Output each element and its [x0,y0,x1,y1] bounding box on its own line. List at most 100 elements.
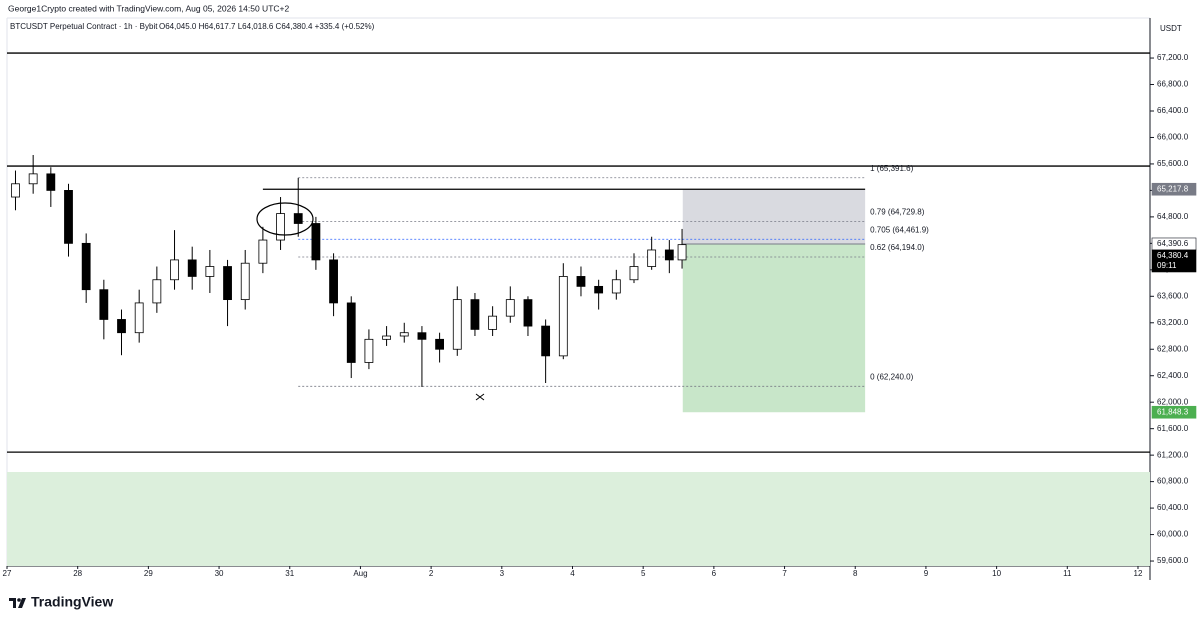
x-tick-label: Aug [353,569,367,578]
x-tick-label: 2 [429,569,434,578]
candle-body [46,173,56,191]
x-tick-label: 4 [570,569,575,578]
x-tick-label: 11 [1063,569,1072,578]
x-tick-label: 3 [500,569,505,578]
credit: George1Crypto created with TradingView.c… [8,3,289,13]
candle-body [505,299,515,317]
y-tick-label: 65,600.0 [1157,159,1189,168]
price-tag-label: 64,380.4 [1157,251,1189,260]
price-tag [1151,182,1197,196]
candle-body [594,285,604,294]
price-tag-label: 65,217.8 [1157,184,1189,193]
candle-body [558,276,568,357]
fib-label: 0.62 (64,194.0) [870,243,925,252]
candle-body [664,249,674,261]
y-tick-label: 61,200.0 [1157,450,1189,459]
x-tick-label: 6 [712,569,717,578]
cross-annotation [475,393,485,401]
candle-body [64,190,73,244]
candle-body [523,299,533,327]
ellipse-annotation [256,202,314,236]
x-tick-label: 12 [1134,569,1143,578]
symbol: BTCUSDT Perpetual Contract · 1h · Bybit [10,22,158,31]
candle-body [99,289,109,320]
x-tick-label: 27 [3,569,12,578]
candle-body [28,173,38,185]
candle-body [258,239,268,264]
candle-body [435,338,445,350]
y-tick-label: 63,200.0 [1157,318,1189,327]
price-tag [1151,405,1197,419]
fib-label: 0.79 (64,729.8) [870,208,925,217]
x-tick-label: 5 [641,569,646,578]
candle-body [152,279,162,304]
brand: TradingView [31,594,113,610]
unit: USDT [1160,24,1182,33]
candle-body [382,335,391,340]
y-tick-label: 62,000.0 [1157,397,1189,406]
x-tick-label: 29 [144,569,153,578]
y-tick-label: 59,600.0 [1157,556,1189,565]
candle-body [488,315,498,330]
candle-body [417,332,427,340]
y-tick-label: 61,600.0 [1157,424,1189,433]
y-tick-label: 60,800.0 [1157,477,1189,486]
target-box [682,243,866,413]
x-tick-label: 28 [73,569,82,578]
candle-body [470,299,480,330]
candle-body [364,338,374,363]
candle-body [629,266,639,281]
x-tick-label: 9 [924,569,929,578]
candle-body [611,279,621,294]
candle-body [187,259,197,277]
candle-body [677,244,687,261]
ohlc: O64,045.0 H64,617.7 L64,018.6 C64,380.4 … [159,22,375,31]
stop-box [682,189,866,244]
countdown: 09:11 [1157,261,1177,270]
logo-dot [17,598,21,602]
candle-body [223,266,232,301]
x-tick-label: 30 [215,569,224,578]
fib-label: 1 (65,391.6) [870,164,913,173]
y-tick-label: 63,600.0 [1157,291,1189,300]
candle-body [134,302,144,334]
candle-body [81,242,91,291]
y-tick-label: 62,400.0 [1157,371,1189,380]
fib-label: 0.705 (64,461.9) [870,225,929,234]
price-tag-label: 64,390.6 [1157,239,1189,248]
x-tick-label: 8 [853,569,858,578]
y-tick-label: 60,400.0 [1157,503,1189,512]
candle-body [329,259,338,304]
x-tick-label: 31 [285,569,294,578]
y-tick-label: 66,000.0 [1157,133,1189,142]
zone [7,472,1150,566]
candle-body [117,319,126,334]
candle-body [293,213,303,224]
y-tick-label: 64,800.0 [1157,212,1189,221]
y-tick-label: 67,200.0 [1157,53,1189,62]
y-tick-label: 66,400.0 [1157,106,1189,115]
candle-body [276,213,285,241]
fib-label: 0 (62,240.0) [870,372,913,381]
x-tick-label: 10 [992,569,1001,578]
candle-body [452,299,462,350]
candle-body [205,266,215,277]
logo: TradingView [9,594,113,610]
candle-body [647,249,657,267]
price-tag [1151,249,1197,273]
y-tick-label: 62,800.0 [1157,344,1189,353]
x-tick-label: 7 [782,569,787,578]
candle-body [346,302,356,363]
logo-icon [9,598,26,608]
candle-body [11,183,20,198]
price-tag-label: 61,848.3 [1157,407,1189,416]
candle-body [541,325,551,357]
y-tick-label: 60,000.0 [1157,530,1189,539]
candle-body [576,276,586,287]
candle-body [170,259,179,281]
candle-body [311,223,321,261]
candle-body [240,262,250,301]
y-tick-label: 66,800.0 [1157,80,1189,89]
candle-body [399,332,409,337]
